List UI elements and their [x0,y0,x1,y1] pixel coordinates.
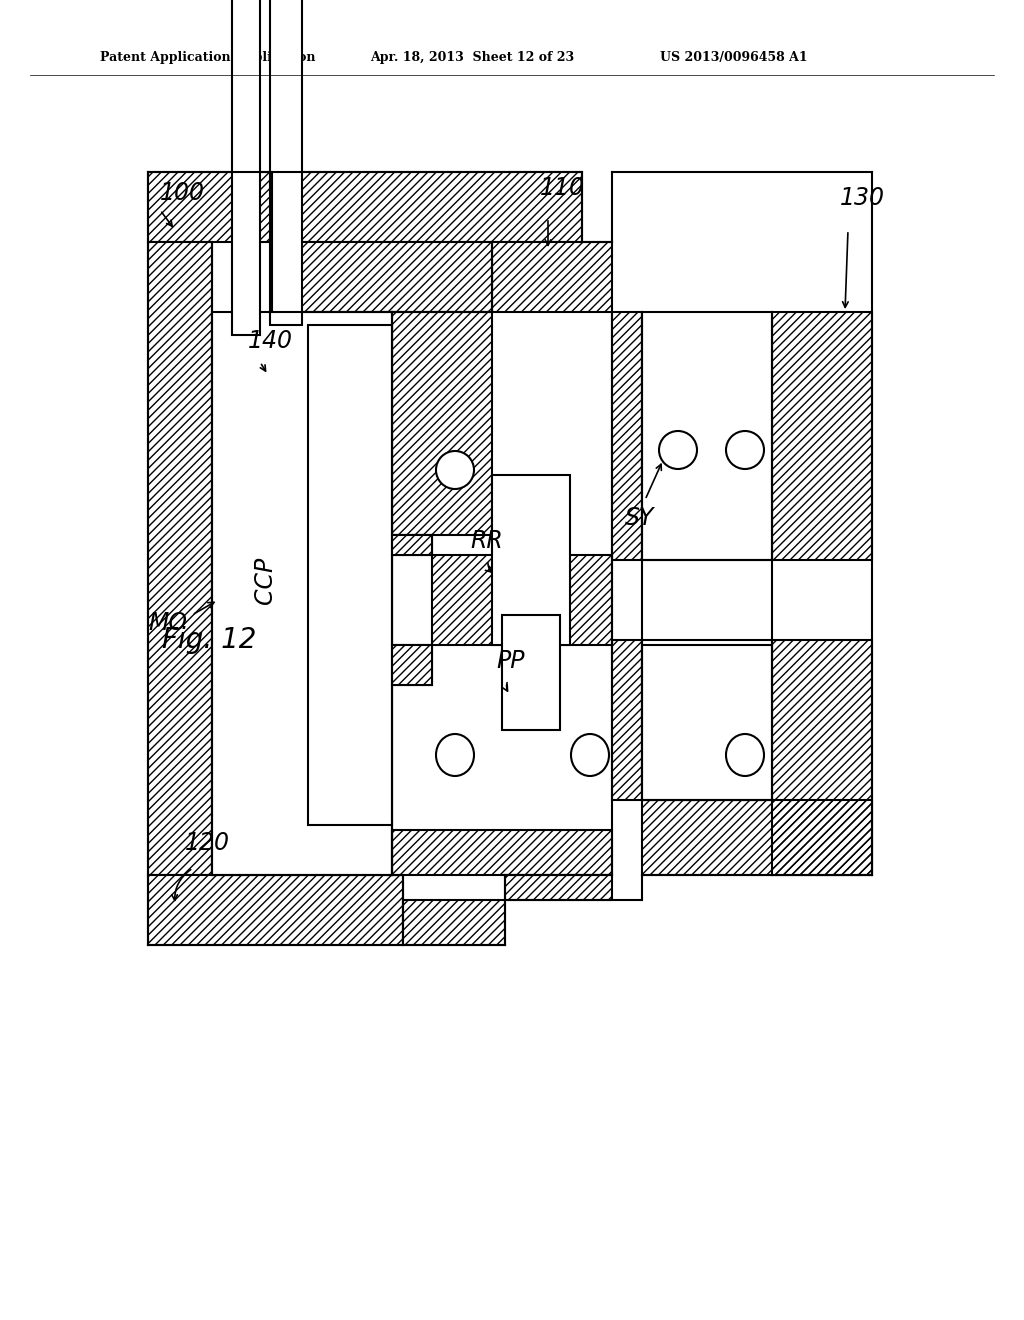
Polygon shape [642,800,872,875]
Text: MO: MO [148,611,187,635]
Polygon shape [612,312,642,560]
Text: CCP: CCP [253,556,278,603]
Polygon shape [148,242,212,875]
Polygon shape [772,312,872,560]
Polygon shape [272,172,582,242]
Polygon shape [148,875,403,945]
Ellipse shape [436,451,474,488]
Ellipse shape [726,734,764,776]
Polygon shape [492,242,612,312]
Polygon shape [272,242,492,312]
Text: 100: 100 [160,181,205,205]
Ellipse shape [571,734,609,776]
Ellipse shape [726,432,764,469]
Polygon shape [432,554,612,645]
Bar [492,475,570,645]
Ellipse shape [659,432,697,469]
Ellipse shape [436,734,474,776]
Polygon shape [392,830,612,875]
Polygon shape [612,640,642,800]
Text: Fig. 12: Fig. 12 [162,626,256,653]
Polygon shape [308,325,432,825]
Text: RR: RR [470,529,503,553]
Polygon shape [403,900,505,945]
Bar [232,0,260,335]
Text: 140: 140 [248,329,293,352]
Text: 110: 110 [540,176,585,201]
Polygon shape [392,645,432,685]
Bar [212,312,392,875]
Polygon shape [148,172,272,242]
Text: Patent Application Publication: Patent Application Publication [100,51,315,65]
Polygon shape [772,640,872,875]
Bar [502,615,560,730]
Text: 120: 120 [185,832,230,855]
Text: Apr. 18, 2013  Sheet 12 of 23: Apr. 18, 2013 Sheet 12 of 23 [370,51,574,65]
Polygon shape [505,875,612,900]
Text: SY: SY [625,506,654,531]
Text: PP: PP [496,649,524,673]
Bar [642,645,772,800]
Bar [270,0,302,325]
Text: US 2013/0096458 A1: US 2013/0096458 A1 [660,51,808,65]
Text: 130: 130 [840,186,885,210]
Polygon shape [392,535,432,554]
Bar [642,312,772,560]
Polygon shape [392,312,492,535]
